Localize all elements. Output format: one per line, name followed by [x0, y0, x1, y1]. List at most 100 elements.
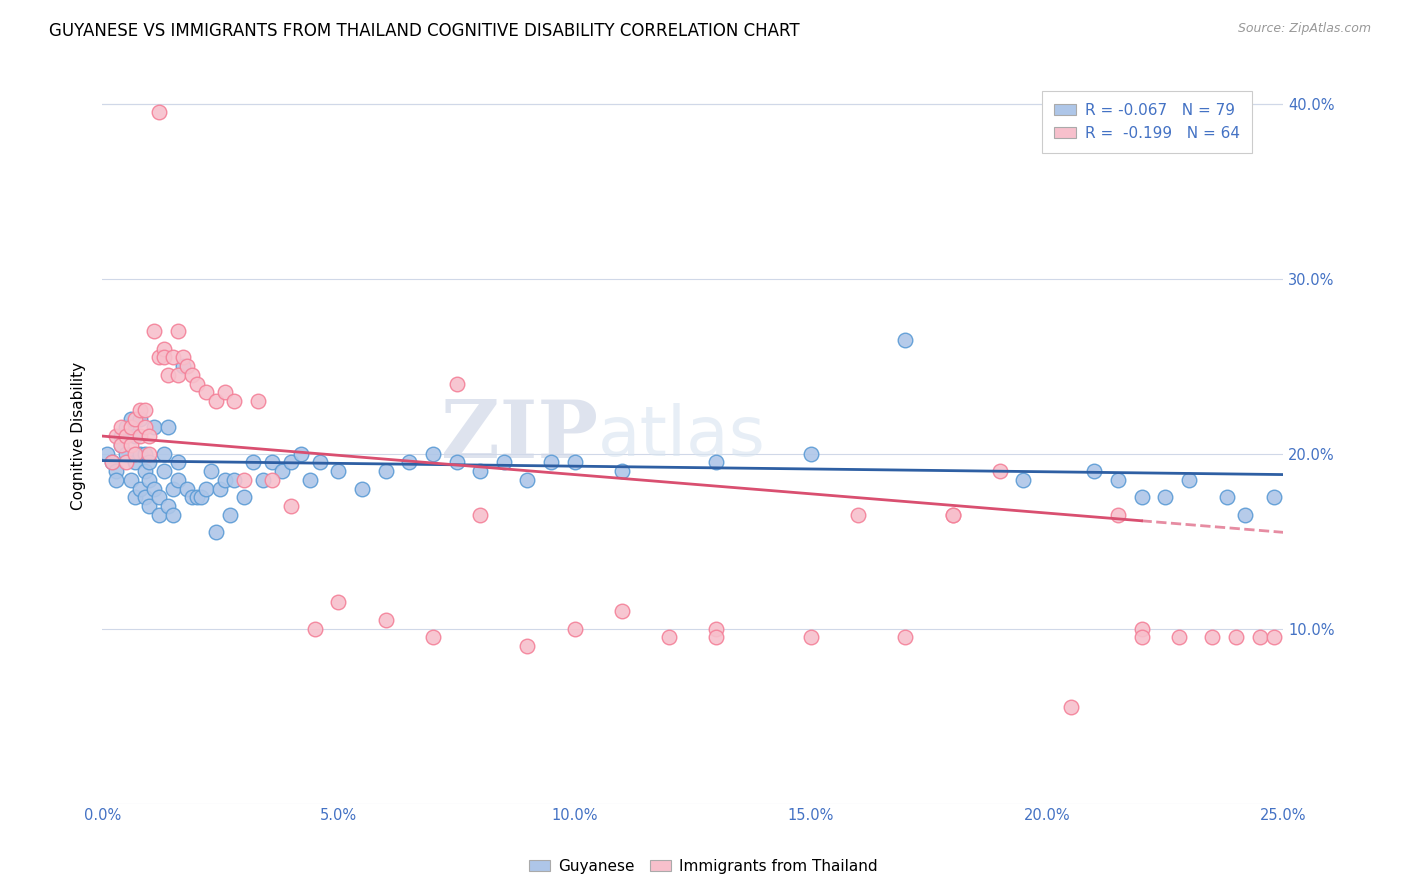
Point — [1234, 508, 1257, 522]
Point — [176, 359, 198, 373]
Point — [124, 491, 146, 505]
Point — [148, 351, 170, 365]
Point — [152, 446, 174, 460]
Point — [172, 359, 194, 373]
Point — [120, 473, 142, 487]
Point — [105, 473, 128, 487]
Point — [1107, 473, 1129, 487]
Point — [166, 473, 188, 487]
Point — [166, 324, 188, 338]
Point — [138, 429, 160, 443]
Point — [564, 455, 586, 469]
Point — [247, 394, 270, 409]
Legend: Guyanese, Immigrants from Thailand: Guyanese, Immigrants from Thailand — [523, 853, 883, 880]
Point — [138, 499, 160, 513]
Point — [308, 455, 330, 469]
Point — [942, 508, 965, 522]
Point — [134, 446, 156, 460]
Point — [124, 411, 146, 425]
Point — [124, 455, 146, 469]
Point — [204, 525, 226, 540]
Point — [190, 491, 212, 505]
Point — [304, 622, 326, 636]
Point — [446, 376, 468, 391]
Point — [398, 455, 420, 469]
Point — [374, 613, 396, 627]
Point — [162, 482, 184, 496]
Point — [114, 455, 136, 469]
Point — [124, 446, 146, 460]
Point — [152, 351, 174, 365]
Point — [186, 376, 208, 391]
Point — [290, 446, 312, 460]
Point — [422, 631, 444, 645]
Point — [209, 482, 232, 496]
Point — [138, 455, 160, 469]
Point — [143, 482, 166, 496]
Point — [181, 491, 204, 505]
Point — [610, 464, 633, 478]
Point — [942, 508, 965, 522]
Point — [157, 420, 180, 434]
Point — [492, 455, 515, 469]
Point — [162, 508, 184, 522]
Y-axis label: Cognitive Disability: Cognitive Disability — [72, 362, 86, 510]
Point — [232, 491, 254, 505]
Point — [120, 420, 142, 434]
Point — [800, 631, 823, 645]
Point — [110, 420, 132, 434]
Point — [224, 473, 246, 487]
Point — [120, 411, 142, 425]
Point — [148, 508, 170, 522]
Point — [1154, 491, 1177, 505]
Point — [138, 446, 160, 460]
Point — [1130, 631, 1153, 645]
Point — [894, 631, 917, 645]
Point — [252, 473, 274, 487]
Point — [610, 604, 633, 618]
Point — [262, 455, 284, 469]
Point — [242, 455, 264, 469]
Point — [166, 368, 188, 382]
Point — [152, 342, 174, 356]
Text: ZIP: ZIP — [441, 397, 599, 475]
Point — [422, 446, 444, 460]
Point — [1215, 491, 1237, 505]
Point — [800, 446, 823, 460]
Point — [105, 464, 128, 478]
Point — [181, 368, 204, 382]
Point — [706, 455, 728, 469]
Point — [129, 411, 152, 425]
Point — [110, 429, 132, 443]
Point — [143, 324, 166, 338]
Point — [328, 595, 350, 609]
Legend: R = -0.067   N = 79, R =  -0.199   N = 64: R = -0.067 N = 79, R = -0.199 N = 64 — [1042, 91, 1251, 153]
Point — [658, 631, 681, 645]
Point — [186, 491, 208, 505]
Point — [114, 429, 136, 443]
Point — [110, 438, 132, 452]
Point — [218, 508, 240, 522]
Text: Source: ZipAtlas.com: Source: ZipAtlas.com — [1237, 22, 1371, 36]
Point — [157, 499, 180, 513]
Text: GUYANESE VS IMMIGRANTS FROM THAILAND COGNITIVE DISABILITY CORRELATION CHART: GUYANESE VS IMMIGRANTS FROM THAILAND COG… — [49, 22, 800, 40]
Point — [1168, 631, 1191, 645]
Point — [157, 368, 180, 382]
Point — [100, 455, 122, 469]
Point — [134, 464, 156, 478]
Point — [516, 639, 538, 653]
Point — [214, 473, 236, 487]
Point — [280, 499, 302, 513]
Point — [706, 622, 728, 636]
Point — [129, 482, 152, 496]
Text: atlas: atlas — [599, 402, 766, 469]
Point — [1107, 508, 1129, 522]
Point — [270, 464, 292, 478]
Point — [143, 420, 166, 434]
Point — [1263, 491, 1285, 505]
Point — [114, 446, 136, 460]
Point — [162, 351, 184, 365]
Point — [172, 351, 194, 365]
Point — [1083, 464, 1105, 478]
Point — [706, 631, 728, 645]
